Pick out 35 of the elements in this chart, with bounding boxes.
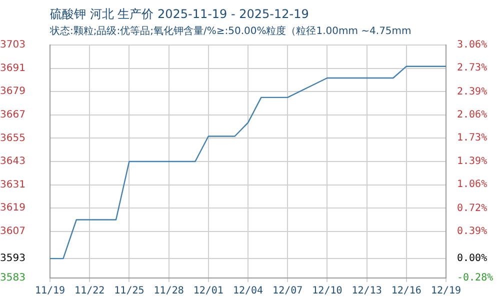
y-tick-label: 3667 (0, 109, 26, 120)
y2-tick-label: 0.00% (457, 253, 488, 264)
y-tick-label: 3631 (0, 179, 26, 190)
y-tick-label: 3655 (0, 132, 26, 144)
x-tick-label: 11/19 (34, 286, 66, 297)
x-tick-label: 12/13 (352, 286, 382, 297)
y-tick-label: 3679 (0, 86, 26, 98)
y2-tick-label: 2.39% (457, 86, 488, 98)
x-tick-label: 11/28 (154, 286, 184, 297)
x-tick-label: 11/25 (114, 286, 144, 297)
x-tick-label: 12/10 (312, 286, 342, 297)
y2-tick-label: 1.73% (457, 132, 488, 144)
x-tick-label: 12/04 (232, 286, 264, 297)
y2-tick-label: 2.73% (457, 62, 488, 74)
x-tick-label: 12/07 (272, 286, 303, 297)
chart-subtitle: 状态:颗粒;品级:优等品;氧化钾含量/%≥:50.00%粒度（粒径1.00mm ~4.75mm (50, 24, 412, 38)
x-tick-label: 11/22 (74, 286, 105, 297)
y2-tick-label: 0.39% (457, 226, 488, 237)
y-tick-label: 3703 (0, 40, 26, 51)
y2-tick-label: 1.39% (457, 156, 488, 168)
y-tick-label: 3583 (0, 272, 26, 284)
y-tick-label: 3643 (0, 156, 26, 168)
y-tick-label: 3593 (0, 253, 26, 264)
x-tick-label: 12/01 (193, 286, 224, 297)
x-tick-label: 12/19 (430, 286, 462, 297)
y2-tick-label: 3.06% (457, 40, 488, 51)
y2-tick-label: 2.06% (457, 109, 488, 120)
y-tick-label: 3607 (0, 226, 26, 237)
y-tick-label: 3691 (0, 62, 26, 74)
chart-title: 硫酸钾 河北 生产价 2025-11-19 - 2025-12-19 (50, 6, 309, 23)
y2-tick-label: -0.28% (457, 272, 494, 284)
y2-tick-label: 0.72% (457, 202, 488, 214)
y-tick-label: 3619 (0, 202, 26, 214)
y2-tick-label: 1.06% (457, 179, 488, 190)
x-tick-label: 12/16 (391, 286, 422, 297)
